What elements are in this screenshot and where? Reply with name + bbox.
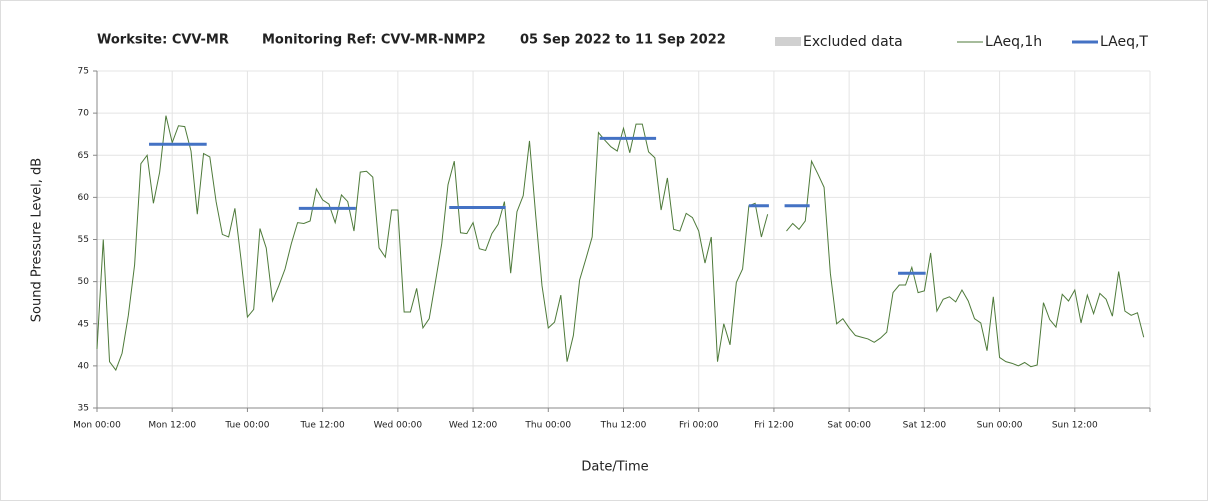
x-tick-label: Fri 12:00 <box>754 421 794 431</box>
y-tick-label: 55 <box>78 235 89 245</box>
x-tick-label: Sat 12:00 <box>903 421 947 431</box>
y-tick-label: 70 <box>78 109 90 119</box>
x-tick-label: Wed 00:00 <box>374 421 423 431</box>
y-tick-label: 60 <box>78 193 90 203</box>
x-tick-label: Sat 00:00 <box>827 421 871 431</box>
line-series <box>786 159 1145 368</box>
x-tick-label: Thu 00:00 <box>524 421 571 431</box>
x-tick-label: Fri 00:00 <box>679 421 719 431</box>
x-axis-title: Date/Time <box>581 460 648 475</box>
y-tick-label: 45 <box>78 319 89 329</box>
x-tick-label: Tue 12:00 <box>300 421 345 431</box>
title-ref: Monitoring Ref: CVV-MR-NMP2 <box>262 33 486 48</box>
x-tick-label: Sun 12:00 <box>1052 421 1098 431</box>
x-tick-label: Mon 12:00 <box>148 421 196 431</box>
y-tick-label: 65 <box>78 151 89 161</box>
legend-label: LAeq,T <box>1100 34 1148 50</box>
line-series <box>96 115 769 372</box>
title-dates: 05 Sep 2022 to 11 Sep 2022 <box>520 33 726 48</box>
x-tick-label: Thu 12:00 <box>600 421 647 431</box>
y-tick-label: 50 <box>78 277 90 287</box>
legend-label: Excluded data <box>803 34 903 50</box>
x-tick-label: Tue 00:00 <box>224 421 269 431</box>
x-tick-label: Sun 00:00 <box>977 421 1023 431</box>
y-axis-title: Sound Pressure Level, dB <box>30 158 45 322</box>
x-tick-label: Wed 12:00 <box>449 421 498 431</box>
x-tick-label: Mon 00:00 <box>73 421 121 431</box>
y-tick-label: 75 <box>78 67 89 77</box>
title-worksite: Worksite: CVV-MR <box>97 33 229 48</box>
y-tick-label: 35 <box>78 404 89 414</box>
legend-label: LAeq,1h <box>985 34 1042 50</box>
y-tick-label: 40 <box>78 361 90 371</box>
legend-swatch <box>775 37 801 46</box>
